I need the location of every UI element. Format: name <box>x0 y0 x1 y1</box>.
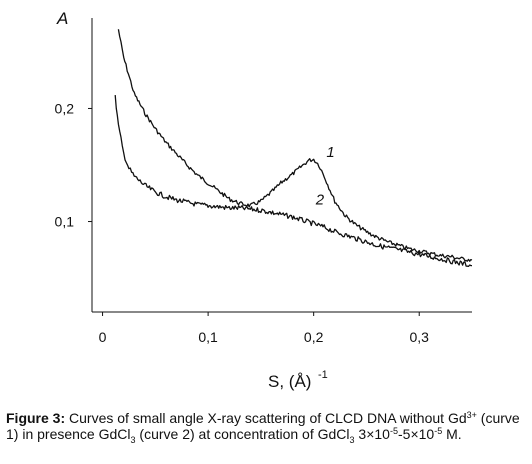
caption-text-1: Curves of small angle X-ray scattering o… <box>65 410 467 426</box>
x-axis-label: S, (Å) -1 <box>268 369 328 391</box>
curve-2 <box>114 95 472 268</box>
x-tick-label: 0,1 <box>198 329 218 345</box>
y-tick-label: 0,2 <box>55 100 75 116</box>
caption-subscript-2: 3 <box>349 435 355 445</box>
caption-superscript-exp-1: -5 <box>389 426 398 436</box>
curve-label-2: 2 <box>315 192 325 209</box>
caption-text-5: -5×10 <box>398 426 435 442</box>
x-axis-label-main: S, (Å) <box>268 372 311 391</box>
caption-subscript-1: 3 <box>130 435 136 445</box>
caption-superscript-charge: 3+ <box>466 410 477 420</box>
caption-text-2: (curve 1) in presence GdCl <box>6 410 520 442</box>
y-axis-label: A <box>56 9 68 28</box>
x-tick-label: 0,3 <box>409 329 429 345</box>
x-tick-label: 0,2 <box>304 329 324 345</box>
scattering-chart: A S, (Å) -1 0 0,1 0,2 0,30,10,2 12 <box>55 9 473 391</box>
x-axis-label-exponent: -1 <box>318 369 328 381</box>
caption-text-6: M. <box>442 426 462 442</box>
curve-label-1: 1 <box>326 144 334 161</box>
caption-label: Figure 3: <box>6 410 66 426</box>
data-series: 12 <box>114 29 473 268</box>
figure-caption: Figure 3: Curves of small angle X-ray sc… <box>6 410 526 445</box>
axis-ticks: 0 0,1 0,2 0,3 0,1 0,2 <box>55 100 430 345</box>
curve-1 <box>117 29 473 262</box>
caption-text-4: 3×10 <box>354 426 390 442</box>
x-tick-label: 0 <box>99 329 107 345</box>
caption-text-3: (curve 2) at concentration of GdCl <box>135 426 350 442</box>
caption-superscript-exp-2: -5 <box>434 426 443 436</box>
y-tick-label: 0,1 <box>55 214 75 230</box>
